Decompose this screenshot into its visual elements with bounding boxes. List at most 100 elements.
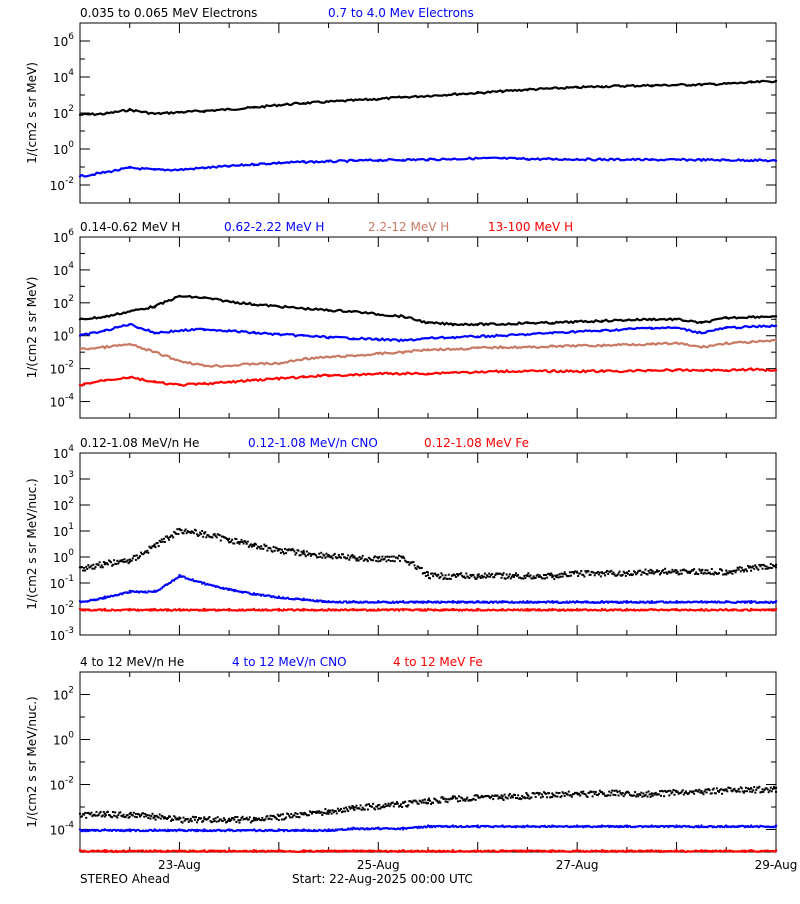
data-dot [708,789,711,792]
data-dot [350,608,353,611]
data-point [277,362,281,365]
data-dot [226,587,228,590]
data-dot [560,795,563,798]
data-point [600,599,604,603]
data-point [352,826,355,829]
data-dot [588,825,591,828]
data-dot [112,563,115,566]
data-dot [709,825,712,828]
data-point [476,371,479,374]
data-dot [688,792,690,795]
data-dot [147,850,150,853]
data-dot [582,849,585,852]
data-dot [231,589,234,592]
data-point [725,569,728,572]
data-dot [266,594,269,597]
data-dot [504,577,507,580]
data-dot [376,556,379,559]
data-dot [110,594,112,597]
data-dot [655,569,658,572]
data-point [749,849,753,852]
data-point [178,817,181,820]
data-dot [556,825,559,828]
data-dot [454,797,457,800]
data-dot [754,564,757,567]
data-dot [320,811,323,814]
data-dot [343,807,346,810]
data-point [600,329,604,332]
data-dot [480,609,483,612]
data-dot [243,850,246,853]
data-dot [113,814,116,817]
data-dot [649,601,652,604]
data-dot [672,570,675,573]
series-2 [78,323,778,343]
data-dot [417,608,420,611]
data-point [551,158,554,161]
x-tick-label: 29-Aug [755,858,798,872]
data-point [103,607,107,611]
data-dot [315,554,318,557]
data-dot [581,825,584,828]
data-dot [275,818,278,820]
data-dot [400,850,402,853]
data-dot [434,850,437,853]
data-dot [95,850,98,853]
data-dot [92,849,95,852]
data-dot [569,574,572,577]
data-dot [510,575,513,578]
data-dot [642,792,645,795]
data-dot [591,571,594,574]
data-dot [490,600,493,603]
data-dot [553,608,556,611]
data-dot [588,573,591,576]
data-dot [536,573,539,576]
data-dot [142,590,145,593]
data-dot [81,600,83,603]
y-tick-label: 102 [53,104,74,121]
data-dot [292,548,295,551]
data-dot [715,601,718,604]
data-dot [398,554,400,557]
data-dot [530,849,533,852]
data-point [153,350,156,354]
data-dot [414,567,417,569]
data-dot [381,555,384,558]
data-dot [324,608,327,611]
data-dot [298,554,301,557]
data-point [227,537,231,541]
data-dot [251,608,254,611]
data-dot [483,572,486,575]
data-dot [537,609,540,612]
data-dot [258,850,261,852]
data-dot [532,575,535,578]
data-dot [259,547,262,550]
data-dot [292,598,295,601]
data-dot [321,829,324,832]
data-dot [345,557,348,560]
data-point [725,369,728,372]
data-dot [170,581,173,584]
data-dot [454,825,457,828]
data-dot [690,601,692,604]
data-dot [477,826,480,829]
data-dot [238,542,241,545]
data-dot [142,849,145,852]
y-tick-label: 102 [53,496,74,513]
data-dot [703,609,706,612]
data-dot [544,824,546,827]
data-dot [208,849,211,852]
data-dot [266,815,269,818]
data-dot [661,850,663,853]
data-dot [725,573,728,576]
data-dot [483,795,486,798]
data-dot [425,571,428,573]
data-dot [295,552,298,554]
data-dot [326,810,329,813]
data-point [128,607,131,611]
data-dot [561,791,564,794]
data-point [575,571,579,574]
data-dot [309,554,312,557]
data-point [352,337,355,340]
data-dot [548,792,551,795]
